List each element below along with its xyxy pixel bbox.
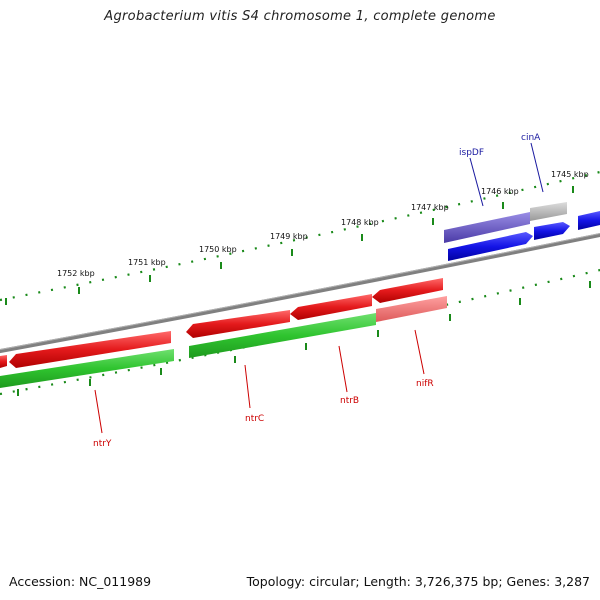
map-title: Agrobacterium vitis S4 chromosome 1, com… bbox=[104, 9, 496, 24]
cds-arrow-ispDF[interactable] bbox=[448, 232, 533, 261]
cds-arrow-ntrY[interactable] bbox=[9, 331, 171, 368]
genome-backbone bbox=[0, 232, 600, 354]
gene-label-ispDF[interactable]: ispDF bbox=[459, 148, 484, 158]
cds-arrow-nifR[interactable] bbox=[372, 278, 443, 303]
leader-ispDF bbox=[469, 157, 484, 207]
gene-label-nifR[interactable]: nifR bbox=[416, 379, 434, 389]
ruler-label-1751: 1751 kbp bbox=[128, 258, 166, 267]
ruler-label-1749: 1749 kbp bbox=[270, 232, 308, 241]
ruler-label-1746: 1746 kbp bbox=[481, 187, 519, 196]
cds-track-red bbox=[0, 278, 443, 368]
ruler-label-1752: 1752 kbp bbox=[57, 269, 95, 278]
gene-label-ntrY[interactable]: ntrY bbox=[93, 439, 112, 449]
gene-leaders bbox=[94, 142, 544, 434]
outer-ruler-major-ticks bbox=[5, 186, 574, 305]
leader-ntrC bbox=[244, 364, 251, 409]
gene-label-ntrC[interactable]: ntrC bbox=[245, 414, 264, 424]
genome-summary-text: Topology: circular; Length: 3,726,375 bp… bbox=[246, 574, 590, 589]
ruler-label-1750: 1750 kbp bbox=[199, 245, 237, 254]
genome-backbone-highlight bbox=[0, 233, 600, 351]
cds-arrow-next[interactable] bbox=[578, 211, 600, 230]
inner-ruler-major-ticks bbox=[17, 281, 591, 396]
gene-track-green bbox=[0, 296, 447, 388]
gene-track-blue bbox=[444, 202, 600, 261]
leader-ntrY bbox=[94, 389, 103, 434]
gene-label-cinA[interactable]: cinA bbox=[521, 133, 541, 143]
gene-bar-cinA[interactable] bbox=[530, 202, 567, 221]
leader-nifR bbox=[414, 329, 425, 375]
ruler-label-1745: 1745 kbp bbox=[551, 170, 589, 179]
accession-text: Accession: NC_011989 bbox=[9, 574, 152, 589]
ruler-label-1748: 1748 kbp bbox=[341, 218, 379, 227]
leader-ntrB bbox=[338, 345, 348, 393]
leader-cinA bbox=[530, 142, 544, 193]
gene-bar-ntrC-ntrB[interactable] bbox=[189, 313, 376, 358]
cds-arrow-ntrC[interactable] bbox=[186, 310, 290, 338]
gene-label-ntrB[interactable]: ntrB bbox=[340, 396, 359, 406]
cds-arrow[interactable] bbox=[0, 355, 7, 368]
gene-bar-ntrY[interactable] bbox=[0, 349, 174, 388]
gene-bar-nifR[interactable] bbox=[376, 296, 447, 322]
ruler-label-1747: 1747 kbp bbox=[411, 203, 449, 212]
gene-bar-ispDF[interactable] bbox=[444, 212, 530, 243]
cds-arrow-ntrB[interactable] bbox=[290, 294, 372, 320]
cds-arrow-cinA[interactable] bbox=[534, 222, 570, 240]
